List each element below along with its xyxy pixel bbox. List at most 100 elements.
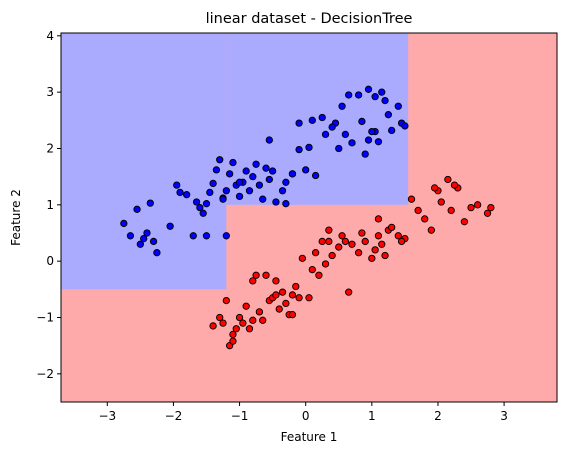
point-blue bbox=[262, 164, 270, 172]
point-blue bbox=[265, 175, 273, 184]
point-red bbox=[444, 175, 452, 184]
point-blue bbox=[394, 102, 402, 110]
point-red bbox=[272, 277, 280, 285]
y-tick-label: 3 bbox=[46, 85, 54, 99]
point-red bbox=[288, 291, 297, 299]
point-blue bbox=[222, 187, 230, 195]
point-red bbox=[467, 203, 475, 212]
x-tick-label: −3 bbox=[98, 409, 116, 423]
point-blue bbox=[282, 200, 290, 208]
point-blue bbox=[192, 198, 201, 206]
point-blue bbox=[265, 136, 273, 144]
point-red bbox=[252, 271, 260, 279]
point-red bbox=[275, 305, 283, 313]
point-blue bbox=[235, 192, 244, 201]
point-red bbox=[315, 271, 323, 279]
point-blue bbox=[199, 209, 207, 217]
point-red bbox=[278, 288, 287, 296]
point-blue bbox=[136, 240, 145, 248]
point-blue bbox=[176, 188, 184, 197]
point-red bbox=[371, 246, 379, 254]
point-blue bbox=[249, 173, 257, 181]
point-red bbox=[358, 229, 366, 237]
point-red bbox=[308, 265, 316, 274]
point-red bbox=[341, 237, 350, 246]
point-blue bbox=[259, 195, 267, 203]
point-red bbox=[209, 322, 217, 330]
y-axis-title: Feature 2 bbox=[9, 189, 23, 246]
point-red bbox=[378, 240, 386, 248]
point-blue bbox=[388, 126, 396, 135]
point-blue bbox=[206, 188, 214, 197]
point-blue bbox=[321, 130, 330, 139]
point-red bbox=[242, 302, 250, 310]
point-blue bbox=[354, 91, 363, 99]
y-tick-label: 2 bbox=[46, 141, 54, 155]
point-red bbox=[388, 223, 396, 232]
point-red bbox=[239, 319, 247, 327]
point-blue bbox=[255, 181, 264, 189]
point-blue bbox=[202, 200, 211, 208]
point-red bbox=[255, 308, 264, 316]
point-red bbox=[427, 226, 435, 234]
x-tick-label: 0 bbox=[302, 409, 310, 423]
point-blue bbox=[318, 113, 326, 122]
point-red bbox=[447, 206, 455, 215]
x-axis-title: Feature 1 bbox=[281, 430, 338, 444]
point-blue bbox=[361, 150, 369, 158]
chart-title: linear dataset - DecisionTree bbox=[206, 11, 413, 27]
point-blue bbox=[149, 237, 158, 246]
y-tick-label: −1 bbox=[36, 310, 54, 324]
data-points bbox=[120, 85, 495, 350]
point-blue bbox=[268, 167, 277, 175]
y-tick-label: −2 bbox=[36, 367, 54, 381]
point-red bbox=[298, 254, 307, 262]
x-tick-label: −1 bbox=[231, 409, 249, 423]
point-red bbox=[305, 294, 313, 302]
point-blue bbox=[338, 102, 346, 110]
point-blue bbox=[272, 198, 280, 206]
point-red bbox=[311, 249, 320, 257]
point-blue bbox=[384, 111, 393, 119]
point-blue bbox=[348, 139, 356, 147]
point-blue bbox=[278, 187, 287, 195]
point-red bbox=[414, 206, 422, 215]
point-blue bbox=[371, 93, 379, 101]
point-blue bbox=[364, 136, 373, 144]
point-blue bbox=[120, 219, 128, 228]
point-red bbox=[262, 271, 270, 279]
point-blue bbox=[295, 119, 303, 127]
point-blue bbox=[189, 232, 197, 240]
point-red bbox=[394, 232, 402, 240]
point-red bbox=[295, 294, 303, 302]
point-red bbox=[325, 237, 333, 246]
point-blue bbox=[245, 187, 254, 195]
point-red bbox=[222, 296, 230, 305]
point-blue bbox=[345, 91, 353, 99]
point-blue bbox=[341, 130, 350, 139]
point-red bbox=[259, 316, 267, 324]
decision-regions bbox=[61, 33, 557, 402]
point-red bbox=[361, 237, 369, 246]
point-blue bbox=[242, 167, 250, 175]
point-red bbox=[374, 215, 383, 223]
point-red bbox=[374, 232, 383, 240]
point-blue bbox=[140, 234, 148, 243]
point-red bbox=[249, 316, 257, 324]
point-red bbox=[483, 209, 492, 217]
y-tick-label: 4 bbox=[46, 29, 54, 43]
point-blue bbox=[222, 232, 230, 240]
point-blue bbox=[368, 127, 376, 136]
point-red bbox=[292, 282, 300, 291]
point-red bbox=[219, 319, 227, 327]
point-red bbox=[473, 201, 482, 209]
point-red bbox=[397, 237, 406, 246]
point-red bbox=[354, 249, 363, 257]
point-blue bbox=[378, 88, 386, 96]
point-red bbox=[335, 243, 343, 251]
point-blue bbox=[381, 96, 389, 105]
point-blue bbox=[374, 138, 383, 146]
point-red bbox=[460, 218, 469, 226]
point-red bbox=[328, 251, 336, 260]
point-blue bbox=[183, 191, 191, 199]
